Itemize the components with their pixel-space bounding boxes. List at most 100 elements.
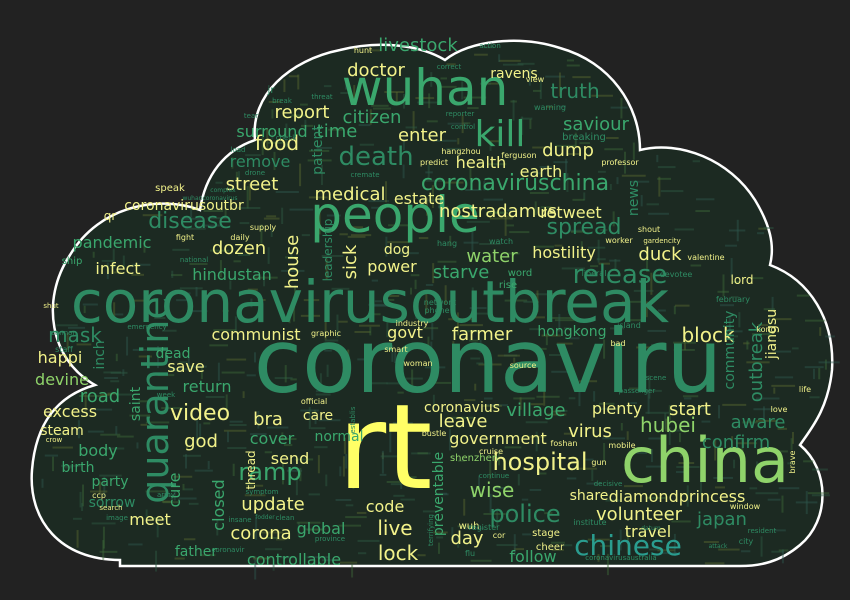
filler-texture [288, 310, 291, 324]
cloud-word: devotee [660, 270, 693, 279]
filler-texture [81, 503, 84, 512]
filler-texture [484, 397, 493, 400]
filler-texture [313, 409, 316, 419]
filler-texture [556, 342, 573, 345]
filler-texture [79, 394, 104, 397]
filler-texture [306, 528, 325, 531]
filler-texture [741, 439, 744, 460]
filler-texture [209, 344, 229, 347]
filler-texture [371, 104, 389, 107]
cloud-word: death [338, 142, 413, 172]
filler-texture [778, 549, 789, 552]
cloud-word: livestock [378, 35, 458, 56]
filler-texture [103, 371, 122, 374]
cloud-word: virus [568, 421, 612, 442]
cloud-word: rise [499, 280, 517, 291]
cloud-word: hang [437, 239, 457, 248]
filler-texture [757, 232, 765, 235]
filler-texture [577, 467, 597, 470]
filler-texture [470, 357, 481, 360]
filler-texture [545, 333, 548, 346]
filler-texture [324, 320, 327, 340]
filler-texture [179, 361, 188, 364]
cloud-word: cannon [51, 329, 77, 337]
filler-texture [82, 303, 98, 306]
filler-texture [503, 252, 520, 255]
cloud-word: live [377, 516, 412, 540]
filler-texture [95, 408, 113, 411]
cloud-word: nostradamus [439, 201, 557, 222]
filler-texture [446, 63, 456, 66]
cloud-word: dozen [212, 238, 266, 259]
filler-texture [263, 275, 266, 287]
filler-texture [281, 432, 284, 441]
cloud-word: saviour [563, 114, 629, 135]
filler-texture [565, 158, 568, 181]
filler-texture [648, 375, 651, 399]
filler-texture [530, 403, 544, 406]
filler-texture [302, 528, 326, 531]
filler-texture [572, 198, 585, 201]
filler-texture [82, 484, 85, 507]
filler-texture [574, 132, 577, 149]
filler-texture [561, 267, 586, 270]
filler-texture [660, 190, 684, 193]
filler-texture [600, 545, 613, 548]
filler-texture [314, 417, 317, 425]
cloud-word: devine [35, 370, 89, 389]
filler-texture [471, 287, 474, 307]
filler-texture [281, 207, 284, 225]
filler-texture [384, 91, 404, 94]
filler-texture [41, 478, 44, 488]
filler-texture [470, 559, 492, 562]
filler-texture [357, 539, 380, 542]
filler-texture [566, 64, 580, 67]
filler-texture [771, 384, 796, 387]
cloud-word: insane [228, 516, 251, 524]
filler-texture [351, 564, 354, 578]
filler-texture [99, 474, 122, 477]
filler-texture [203, 422, 211, 425]
filler-texture [532, 146, 551, 149]
filler-texture [213, 329, 237, 332]
filler-texture [447, 122, 469, 125]
filler-texture [179, 287, 203, 290]
filler-texture [621, 300, 644, 303]
cloud-word: smart [384, 345, 407, 354]
filler-texture [115, 353, 118, 362]
filler-texture [308, 493, 320, 496]
cloud-word: doctor [347, 60, 405, 81]
filler-texture [646, 254, 649, 272]
filler-texture [100, 433, 121, 436]
cloud-word: return [183, 377, 232, 396]
filler-texture [367, 49, 382, 52]
cloud-word: continue [479, 472, 509, 480]
filler-texture [188, 502, 199, 505]
filler-texture [285, 123, 288, 148]
filler-texture [185, 454, 188, 469]
filler-texture [731, 436, 734, 449]
filler-texture [255, 517, 258, 540]
filler-texture [132, 348, 147, 351]
filler-texture [107, 392, 117, 395]
filler-texture [459, 324, 483, 327]
filler-texture [267, 141, 283, 144]
filler-texture [781, 549, 784, 564]
cloud-word: japan [696, 509, 747, 530]
cloud-word: action [479, 42, 501, 50]
filler-texture [299, 467, 302, 482]
filler-texture [77, 420, 80, 439]
cloud-word: hindustan [192, 265, 272, 284]
filler-texture [393, 494, 405, 497]
filler-texture [331, 287, 350, 290]
filler-texture [457, 138, 460, 145]
filler-texture [605, 136, 619, 139]
filler-texture [513, 357, 516, 371]
filler-texture [430, 341, 433, 363]
filler-texture [650, 343, 663, 346]
cloud-word: inch [92, 340, 108, 369]
filler-texture [569, 337, 580, 340]
filler-texture [755, 461, 758, 476]
filler-texture [266, 536, 278, 539]
cloud-word: threat [311, 93, 333, 101]
